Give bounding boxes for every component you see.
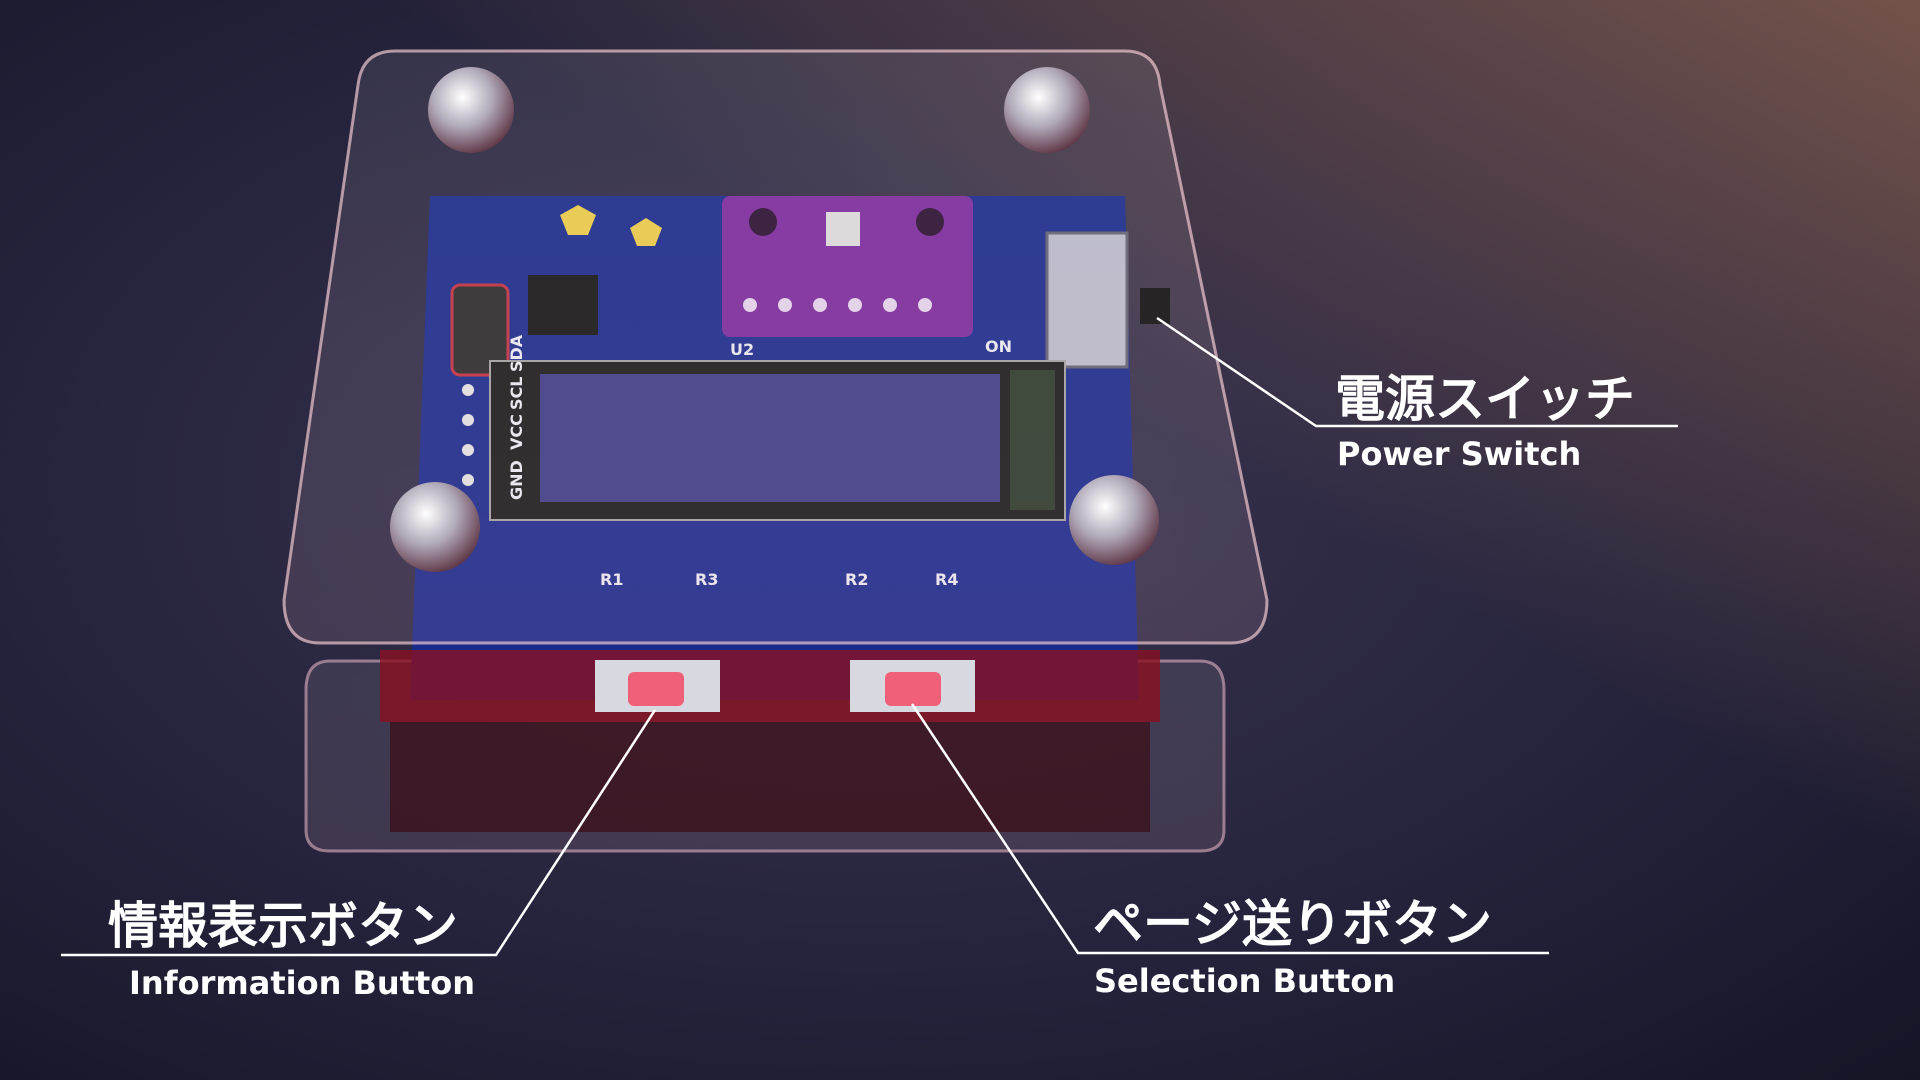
callout-label: ページ送りボタン [1093,895,1492,953]
callout-line [61,709,657,957]
screw [428,67,514,153]
screw [1004,67,1090,153]
callout-sublabel: Power Switch [1337,435,1581,473]
top-plate [282,49,1269,645]
info-button [628,672,684,706]
callout-sublabel: Information Button [129,964,475,1002]
screw [1069,475,1159,565]
callout-sublabel: Selection Button [1094,962,1395,1000]
pcb-edge [380,650,1160,722]
callout-line [910,703,1549,955]
shadow [390,722,1150,832]
callout-label: 情報表示ボタン [108,897,458,955]
callout-line [1156,316,1678,428]
selection-button [885,672,941,706]
callout-label: 電源スイッチ [1335,370,1635,428]
screw [390,482,480,572]
